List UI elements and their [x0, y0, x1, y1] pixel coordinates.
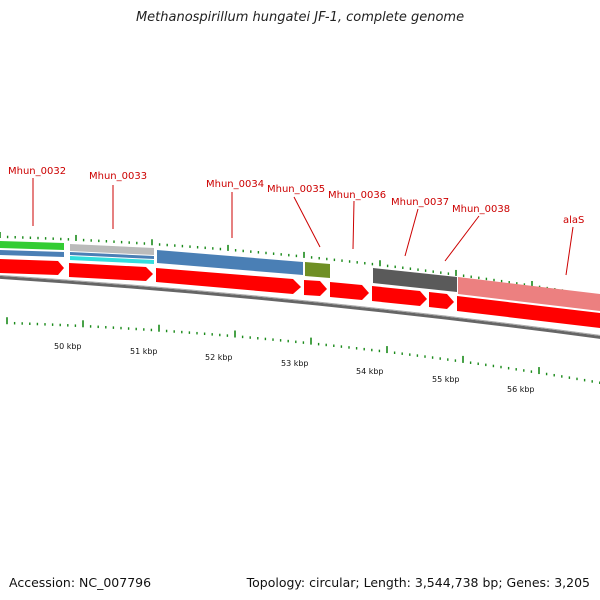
gene-label[interactable]: Mhun_0036 [328, 190, 386, 201]
feature-bar-blue-mid[interactable] [70, 252, 154, 259]
cds-arrow[interactable] [69, 263, 153, 281]
gene-label[interactable]: Mhun_0038 [452, 204, 510, 215]
scale-label: 50 kbp [54, 342, 82, 351]
feature-bar-cyan[interactable] [70, 256, 154, 264]
feature-bar-green[interactable] [0, 241, 64, 250]
cds-arrow[interactable] [156, 268, 301, 294]
gene-label[interactable]: Mhun_0033 [89, 171, 147, 182]
gene-label[interactable]: Mhun_0034 [206, 179, 264, 190]
feature-bar-blue[interactable] [157, 250, 303, 275]
gene-label[interactable]: Mhun_0035 [267, 184, 325, 195]
scale-labels: 50 kbp 51 kbp 52 kbp 53 kbp 54 kbp 55 kb… [54, 342, 535, 394]
gene-label-leaders [32, 178, 574, 276]
gene-label[interactable]: alaS [563, 215, 584, 226]
map-title: Methanospirillum hungatei JF-1, complete… [135, 10, 465, 25]
cds-arrow[interactable] [457, 296, 600, 328]
accession-text: Accession: NC_007796 [9, 575, 152, 590]
scale-label: 56 kbp [507, 385, 535, 394]
cds-arrow[interactable] [304, 280, 327, 296]
cds-arrow[interactable] [0, 259, 64, 275]
gene-label[interactable]: Mhun_0032 [8, 166, 66, 177]
scale-label: 54 kbp [356, 367, 384, 376]
scale-label: 53 kbp [281, 359, 309, 368]
scale-label: 52 kbp [205, 353, 233, 362]
gene-labels: Mhun_0032 Mhun_0033 Mhun_0034 Mhun_0035 … [8, 166, 584, 226]
scale-label: 55 kbp [432, 375, 460, 384]
feature-bar-dark-gray[interactable] [373, 268, 457, 292]
feature-bar-pink[interactable] [458, 277, 600, 311]
genome-backbone-highlight [0, 274, 600, 336]
feature-bar-olive[interactable] [305, 262, 330, 278]
feature-bar-light-gray[interactable] [70, 244, 154, 255]
genome-summary-text: Topology: circular; Length: 3,544,738 bp… [246, 575, 590, 590]
cds-arrow[interactable] [429, 292, 454, 309]
feature-bars [0, 241, 600, 311]
feature-bar-blue-small[interactable] [0, 250, 64, 257]
scale-label: 51 kbp [130, 347, 158, 356]
cds-arrows [0, 259, 600, 328]
cds-arrow[interactable] [372, 286, 427, 306]
genome-backbone [0, 275, 600, 339]
gene-label[interactable]: Mhun_0037 [391, 197, 449, 208]
scale-tick-row [6, 317, 600, 384]
cds-arrow[interactable] [330, 282, 369, 300]
